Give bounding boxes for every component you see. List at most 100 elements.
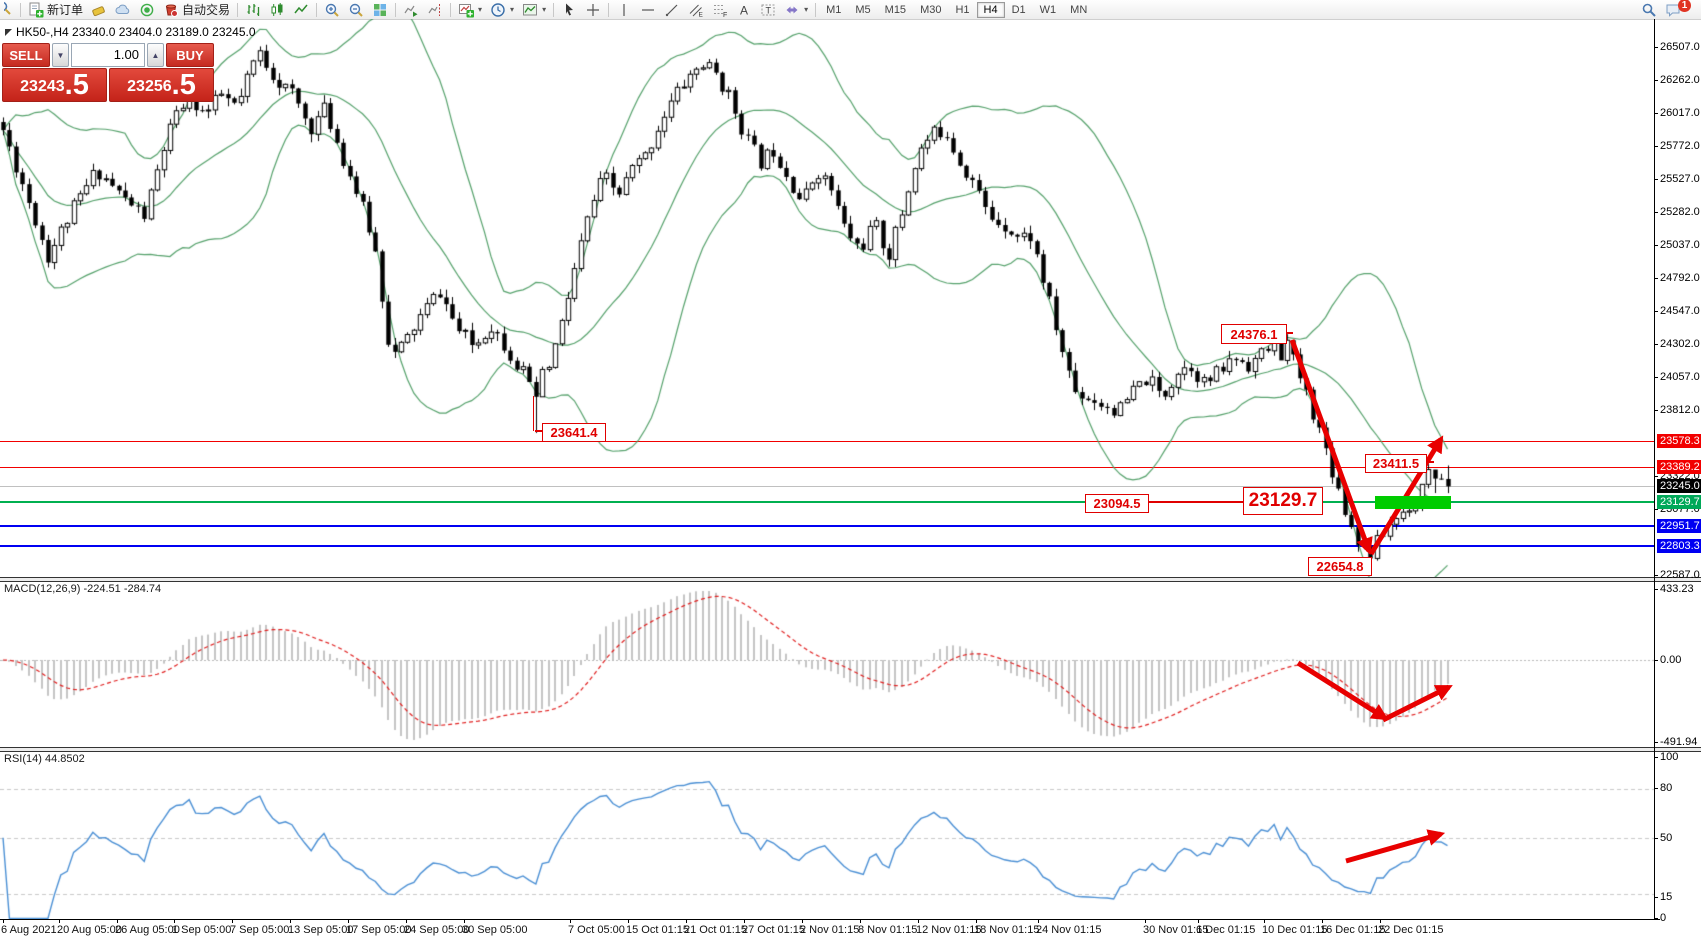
time-label: 24 Nov 01:15 [1036, 924, 1102, 936]
crosshair-tool-button[interactable] [581, 1, 605, 19]
price-tick-label: 24057.0 [1660, 371, 1700, 383]
price-tick [1654, 410, 1658, 411]
rsi-tick [1654, 757, 1658, 758]
chat-button[interactable]: 1 [1661, 0, 1695, 19]
timeframe-m5-button[interactable]: M5 [855, 3, 871, 16]
zoom-in-button[interactable] [320, 1, 344, 19]
buy-price-big: .5 [171, 69, 196, 101]
search-button[interactable] [1637, 1, 1661, 19]
vertical-line-tool[interactable] [612, 1, 636, 19]
rsi-tick-label: 15 [1660, 891, 1673, 903]
one-click-trading-panel: SELL ▼ 1.00 ▲ BUY 23243.5 23256.5 [2, 43, 214, 102]
trendline-tool[interactable] [660, 1, 684, 19]
green-highlight-zone[interactable] [1375, 496, 1451, 509]
autotrade-button-label: 自动交易 [182, 3, 231, 17]
toolbar-separator [395, 2, 397, 17]
price-tick [1654, 212, 1658, 213]
time-tick [117, 919, 118, 923]
price-badge-23245.0: 23245.0 [1657, 479, 1701, 493]
toolbar-separator [450, 2, 452, 17]
price-tick [1654, 278, 1658, 279]
eraser-button[interactable] [87, 1, 111, 19]
volume-decrease-button[interactable]: ▼ [52, 43, 69, 67]
price-annotation-22654.8[interactable]: 22654.8 [1308, 557, 1372, 576]
price-annotation-24376.1[interactable]: 24376.1 [1221, 324, 1287, 344]
indicators-button[interactable]: ▾ [454, 1, 486, 19]
auto-scroll-button[interactable] [399, 1, 423, 19]
shapes-tool[interactable]: ▾ [780, 1, 812, 19]
rsi-tick [1654, 838, 1658, 839]
new-order-button-label: 新订单 [47, 3, 84, 17]
volume-increase-button[interactable]: ▲ [147, 43, 164, 67]
chart-shift-button[interactable] [423, 1, 447, 19]
price-tick [1654, 113, 1658, 114]
time-tick [1198, 919, 1199, 923]
horizontal-line-tool[interactable] [636, 1, 660, 19]
timeframe-m1-button[interactable]: M1 [826, 3, 842, 16]
price-tick [1654, 47, 1658, 48]
rsi-tick [1654, 788, 1658, 789]
price-annotation-23129.7[interactable]: 23129.7 [1243, 487, 1323, 515]
toolbar-separator [815, 2, 817, 17]
svg-text:F: F [723, 12, 727, 18]
cursor-tool-button[interactable] [557, 1, 581, 19]
rsi-tick-label: 80 [1660, 782, 1673, 794]
label-tool[interactable]: T [756, 1, 780, 19]
main-price-chart[interactable] [0, 19, 1654, 577]
price-annotation-23641.4[interactable]: 23641.4 [542, 423, 606, 442]
zoom-out-button[interactable] [344, 1, 368, 19]
price-annotation-23094.5[interactable]: 23094.5 [1085, 494, 1149, 513]
line-chart-button[interactable] [289, 1, 313, 19]
price-annotation-23411.5[interactable]: 23411.5 [1365, 454, 1427, 473]
macd-panel-chart[interactable] [0, 581, 1654, 747]
time-label: 30 Sep 05:00 [462, 924, 528, 936]
annotation-connector [1147, 501, 1243, 503]
dropdown-arrow-icon: ▾ [542, 5, 547, 14]
dropdown-arrow-icon: ▾ [478, 5, 483, 14]
time-tick [802, 919, 803, 923]
volume-input[interactable]: 1.00 [71, 43, 145, 67]
timeframe-d1-button[interactable]: D1 [1011, 3, 1026, 16]
price-tick [1654, 377, 1658, 378]
time-label: 13 Sep 05:00 [288, 924, 354, 936]
timeframe-m15-button[interactable]: M15 [884, 3, 907, 16]
timeframe-h4-button[interactable]: H4 [976, 1, 1005, 18]
annotation-connector [535, 430, 542, 432]
sell-price-display[interactable]: 23243.5 [2, 68, 107, 102]
bar-chart-button[interactable] [241, 1, 265, 19]
price-tick [1654, 575, 1658, 576]
text-tool[interactable]: A [732, 1, 756, 19]
sell-button[interactable]: SELL [2, 43, 50, 67]
main-toolbar: 新订单 自动交易 ▾ ▾ ▾ E F A T ▾ M1 M5 M15 M30 H1 H4 D1 W1 MN 1 [0, 0, 1701, 20]
timeframe-w1-button[interactable]: W1 [1039, 3, 1057, 16]
period-button[interactable]: ▾ [486, 1, 518, 19]
autotrade-button[interactable]: 自动交易 [159, 1, 234, 19]
prev-tool-icon[interactable] [0, 1, 17, 19]
price-tick-label: 25772.0 [1660, 140, 1700, 152]
time-tick [1322, 919, 1323, 923]
price-tick [1654, 476, 1658, 477]
timeframe-h1-button[interactable]: H1 [955, 3, 970, 16]
time-label: 22 Dec 01:15 [1378, 924, 1444, 936]
tile-windows-button[interactable] [368, 1, 392, 19]
templates-button[interactable]: ▾ [518, 1, 550, 19]
new-order-button[interactable]: 新订单 [24, 1, 87, 19]
time-label: 6 Aug 2021 [1, 924, 57, 936]
timeframe-mn-button[interactable]: MN [1070, 3, 1088, 16]
buy-button[interactable]: BUY [166, 43, 214, 67]
fibonacci-tool[interactable]: F [708, 1, 732, 19]
cloud-storage-button[interactable] [111, 1, 135, 19]
rsi-panel-chart[interactable] [0, 751, 1654, 919]
channel-tool[interactable]: E [684, 1, 708, 19]
time-label: 21 Oct 01:15 [684, 924, 747, 936]
time-tick [464, 919, 465, 923]
timeframe-m30-button[interactable]: M30 [920, 3, 942, 16]
buy-price-display[interactable]: 23256.5 [109, 68, 214, 102]
candlestick-chart-button[interactable] [265, 1, 289, 19]
price-badge-22951.7: 22951.7 [1657, 519, 1701, 533]
signals-button[interactable] [135, 1, 159, 19]
macd-tick [1654, 589, 1658, 590]
annotation-connector [1285, 332, 1293, 334]
price-tick-label: 25282.0 [1660, 206, 1700, 218]
time-tick [628, 919, 629, 923]
